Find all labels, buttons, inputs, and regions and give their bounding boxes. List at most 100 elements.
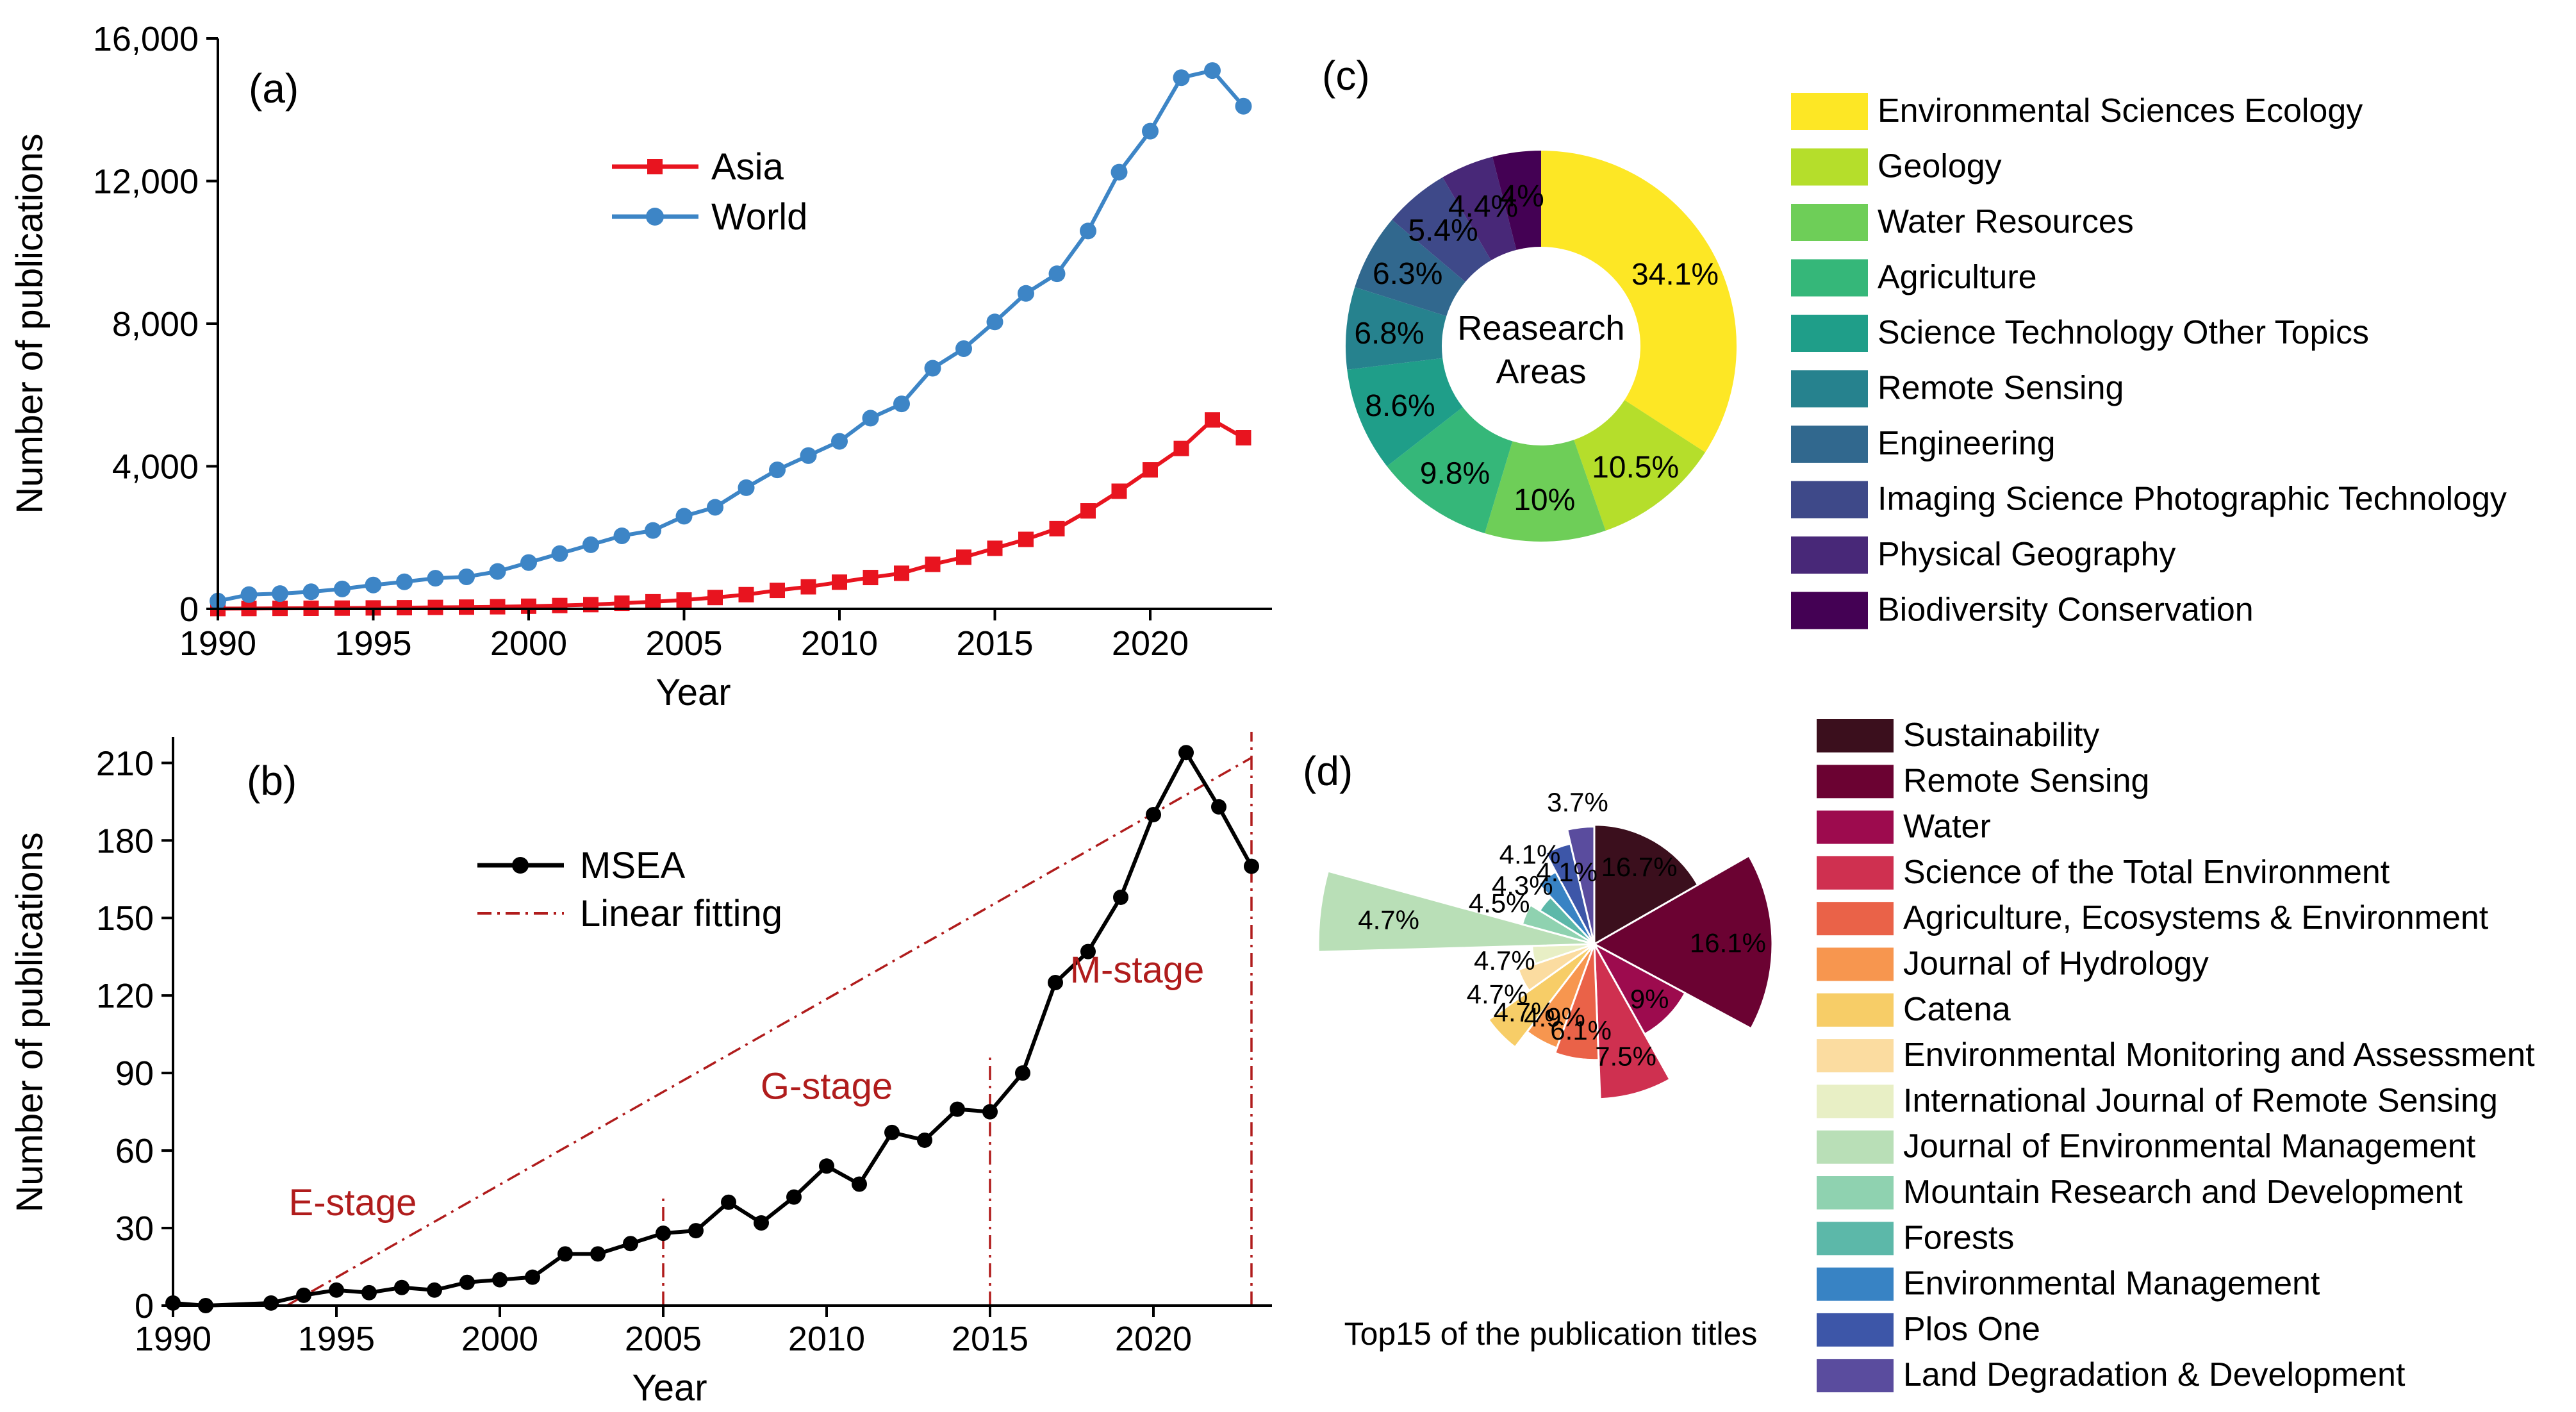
panel-a-world-point	[240, 586, 258, 603]
panel-b-msea-point	[982, 1104, 998, 1120]
panel-d-legend-label: Journal of Hydrology	[1903, 945, 2209, 983]
panel-a-y-tick-label: 8,000	[112, 305, 199, 344]
panel-c-slices	[1345, 151, 1737, 542]
panel-d-slice	[1593, 943, 1672, 1101]
panel-a-world-point	[831, 433, 848, 450]
panel-d-legend-swatch	[1817, 719, 1894, 752]
panel-a-series-layer	[210, 62, 1252, 617]
panel-c-slice-label: 9.8%	[1420, 456, 1490, 490]
panel-c-legend-label: Water Resources	[1878, 203, 2134, 240]
panel-c-label: (c)	[1322, 53, 1370, 99]
panel-a-y-tick-label: 4,000	[112, 448, 199, 486]
panel-c-slice-label: 4.4%	[1448, 190, 1518, 224]
panel-a-world-point	[1142, 122, 1159, 140]
panel-c-legend-swatch	[1791, 426, 1868, 463]
panel-a-world-point	[1204, 62, 1221, 79]
panel-b-label: (b)	[247, 758, 297, 804]
panel-b-msea-point	[1015, 1065, 1030, 1081]
panel-a-asia-point	[1143, 462, 1158, 478]
panel-a-asia-point	[552, 597, 568, 613]
panel-c-slice-label: 5.4%	[1408, 214, 1478, 248]
panel-b-msea-point	[656, 1225, 671, 1242]
panel-c-slice	[1492, 151, 1541, 250]
panel-d-legend-label: Environmental Monitoring and Assessment	[1903, 1036, 2535, 1074]
panel-d-slice-label: 4.7%	[1467, 979, 1528, 1009]
panel-c-slice	[1347, 358, 1463, 467]
panel-a-asia-point	[987, 540, 1003, 556]
panel-b-msea-point	[1080, 943, 1096, 959]
panel-b-linear-fit-line	[286, 756, 1252, 1307]
panel-d-legend-label: Journal of Environmental Management	[1903, 1128, 2476, 1165]
panel-a-world-point	[862, 410, 879, 427]
panel-d-legend-label: Catena	[1903, 991, 2011, 1028]
panel-b-y-ticks: 0 30 60 90 120 150 180 210	[96, 744, 173, 1325]
legend-world-marker	[646, 208, 664, 226]
panel-d-slice-label: 4.7%	[1474, 945, 1535, 976]
panel-a-world-point	[302, 583, 320, 601]
panel-a-asia-point	[1018, 531, 1034, 547]
panel-b-y-tick-label: 60	[115, 1132, 154, 1170]
legend-msea-entry: MSEA	[477, 845, 686, 886]
panel-a-world-point	[334, 580, 351, 597]
panel-b-y-tick-label: 210	[96, 744, 154, 783]
panel-c-slice-label: 4%	[1499, 179, 1544, 213]
panel-c-legend-swatch	[1791, 370, 1868, 408]
panel-c-legend-swatch	[1791, 481, 1868, 519]
panel-b-y-tick-label: 150	[96, 899, 154, 938]
panel-c-donut-chart: (c) 34.1% 10.5% 10% 9.8% 8.6% 6.8% 6.3% 5.4%4.4…	[1322, 53, 2507, 629]
panel-c-slice-label: 8.6%	[1365, 389, 1435, 423]
panel-b-x-axis-label: Year	[632, 1367, 707, 1409]
panel-a-world-point	[645, 522, 661, 539]
panel-d-title: Top15 of the publication titles	[1344, 1316, 1758, 1352]
panel-a-x-tick-label: 1990	[179, 624, 256, 663]
panel-b-msea-point	[557, 1246, 573, 1262]
panel-a-x-ticks: 1990 1995 2000 2005 2010 2015 2020	[179, 609, 1189, 663]
panel-d-legend-swatch	[1817, 1130, 1894, 1164]
panel-c-legend-label: Engineering	[1878, 425, 2056, 462]
panel-b-msea-point	[492, 1272, 508, 1288]
panel-d-legend-label: International Journal of Remote Sensing	[1903, 1082, 2498, 1119]
panel-a-x-tick-label: 2005	[645, 624, 722, 663]
panel-b-y-tick-label: 120	[96, 977, 154, 1015]
panel-a-world-point	[520, 554, 537, 571]
panel-b-x-tick-label: 1995	[298, 1320, 375, 1358]
panel-a-asia-point	[1080, 503, 1096, 519]
panel-b-stage-labels: E-stage G-stage M-stage	[289, 949, 1205, 1224]
legend-fit-label: Linear fitting	[580, 893, 782, 934]
panel-a-world-point	[1018, 285, 1034, 302]
panel-a-world-point	[986, 313, 1003, 331]
panel-d-slice	[1521, 903, 1595, 945]
panel-b-y-tick-label: 30	[115, 1209, 154, 1248]
panel-d-slice-label: 7.5%	[1595, 1042, 1656, 1072]
panel-b-msea-point	[394, 1279, 409, 1295]
panel-a-x-tick-label: 2010	[801, 624, 878, 663]
panel-b-msea-point	[950, 1101, 965, 1117]
panel-a-asia-point	[738, 586, 754, 602]
panel-a-y-ticks: 0 4,000 8,000 12,000 16,000	[93, 20, 218, 629]
panel-c-center-label-line1: Reasearch	[1457, 309, 1624, 347]
panel-b-msea-point	[361, 1284, 377, 1300]
panel-d-slices	[1317, 824, 1774, 1101]
panel-c-slice	[1392, 177, 1491, 282]
panel-d-rose-chart: (d) 16.7%16.1%9%7.5%6.1%4.9%4.7%4.7%4.7%…	[1303, 717, 2535, 1393]
panel-a-asia-point	[707, 590, 723, 606]
panel-b-x-tick-label: 2010	[788, 1320, 865, 1358]
legend-fit-entry: Linear fitting	[477, 893, 782, 934]
panel-d-slice-label: 4.7%	[1494, 997, 1555, 1027]
panel-d-legend-swatch	[1817, 1039, 1894, 1073]
panel-a-asia-point	[645, 594, 661, 610]
panel-b-msea-point	[688, 1223, 704, 1239]
panel-b-x-tick-label: 2005	[625, 1320, 702, 1358]
panel-b-msea-point	[852, 1176, 867, 1192]
panel-d-slice-label: 4.7%	[1358, 904, 1419, 934]
panel-a-asia-point	[676, 592, 692, 608]
panel-d-slice	[1593, 824, 1699, 946]
panel-b-msea-point	[721, 1194, 736, 1210]
panel-d-slice	[1487, 943, 1596, 1049]
panel-b-msea-point	[786, 1189, 802, 1205]
panel-b-msea-point	[427, 1282, 442, 1298]
panel-a-line-chart: 1990 1995 2000 2005 2010 2015 2020 0 4,000 8,000…	[9, 20, 1272, 713]
panel-b-x-tick-label: 1990	[135, 1320, 211, 1358]
panel-c-legend-swatch	[1791, 259, 1868, 297]
panel-a-world-point	[924, 360, 941, 377]
